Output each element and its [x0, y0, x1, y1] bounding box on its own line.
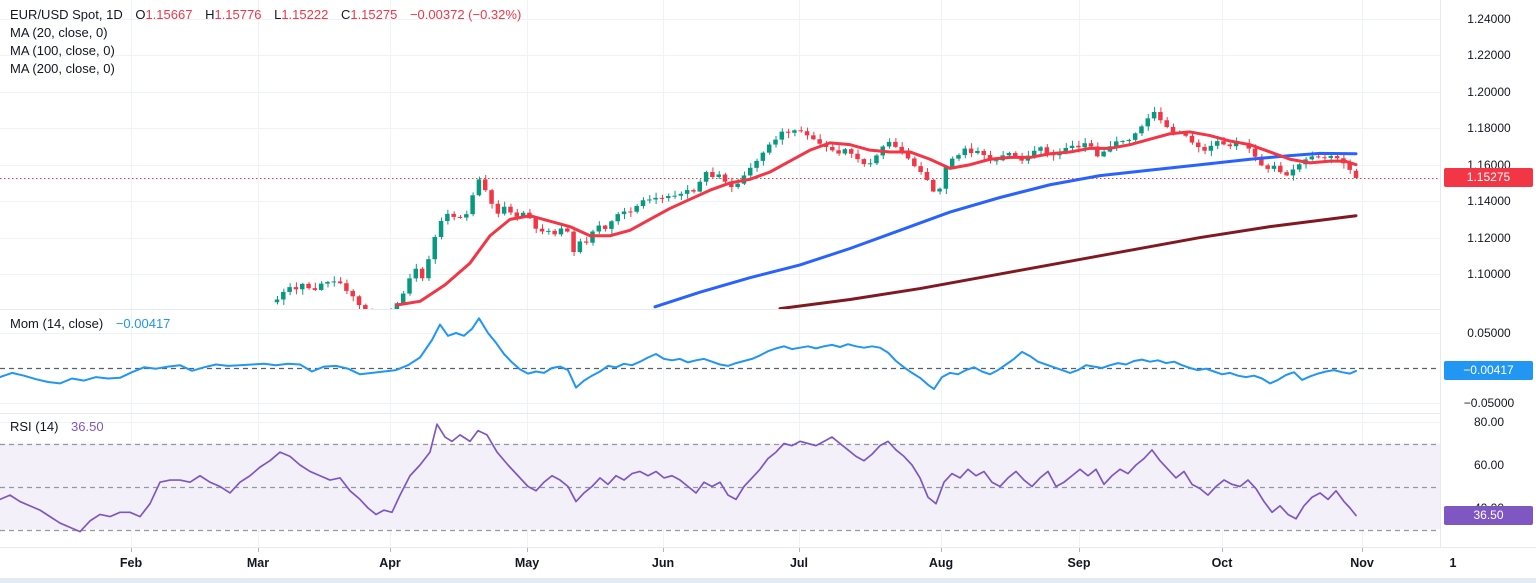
- momentum-label: Mom (14, close): [10, 316, 104, 331]
- time-axis-tick: [663, 548, 664, 552]
- month-label: Jul: [789, 556, 809, 570]
- price-scale-tick: 1.16000: [1467, 157, 1511, 172]
- time-axis-tick: [131, 548, 132, 552]
- ma200-legend[interactable]: MA (200, close, 0): [10, 61, 115, 76]
- mom-scale-tick: −0.05000: [1463, 396, 1515, 410]
- close-value: 1.15275: [350, 7, 398, 22]
- price-scale-tick: 1.18000: [1467, 121, 1511, 136]
- price-legend: EUR/USD Spot, 1D O1.15667 H1.15776 L1.15…: [10, 6, 521, 78]
- price-scale-tick: 1.14000: [1467, 194, 1511, 209]
- price-scale-tick: 1.10000: [1467, 267, 1511, 281]
- price-scale-tick: 1.22000: [1467, 48, 1511, 63]
- price-scale-tick: 1.24000: [1467, 12, 1511, 26]
- momentum-legend[interactable]: Mom (14, close) −0.00417: [10, 315, 170, 333]
- low-value: 1.15222: [281, 7, 329, 22]
- rsi-value: 36.50: [71, 419, 104, 434]
- rsi-legend[interactable]: RSI (14) 36.50: [10, 418, 104, 436]
- rsi-panel: RSI (14) 36.50: [0, 414, 1440, 547]
- date-label: 1: [1449, 556, 1457, 570]
- month-label: Mar: [246, 556, 270, 570]
- time-axis[interactable]: Feb Mar Apr May Jun Jul Aug Sep Oct Nov 1: [0, 547, 1536, 579]
- price-scale[interactable]: 1.15275 −0.00417 36.50 1.24000 1.22000 1.2…: [1440, 0, 1536, 547]
- month-label: Feb: [119, 556, 143, 570]
- rsi-label: RSI (14): [10, 419, 59, 434]
- close-label: C: [340, 7, 351, 22]
- month-label: Aug: [928, 556, 954, 570]
- rsi-chart-canvas[interactable]: [0, 414, 1440, 547]
- bottom-edge-strip: [0, 578, 1536, 583]
- low-label: L: [274, 7, 282, 22]
- open-label: O: [135, 7, 146, 22]
- momentum-badge: −0.00417: [1444, 361, 1533, 381]
- momentum-panel: Mom (14, close) −0.00417: [0, 310, 1440, 413]
- month-label: Nov: [1350, 556, 1374, 570]
- time-axis-tick: [1222, 548, 1223, 552]
- rsi-scale-tick: 60.00: [1473, 458, 1505, 472]
- time-axis-tick: [1079, 548, 1080, 552]
- symbol-legend-row[interactable]: EUR/USD Spot, 1D O1.15667 H1.15776 L1.15…: [10, 6, 521, 24]
- mom-scale-tick: 0.05000: [1467, 326, 1511, 340]
- month-label: Sep: [1067, 556, 1091, 570]
- open-value: 1.15667: [145, 7, 193, 22]
- month-label: Oct: [1211, 556, 1233, 570]
- change-value: −0.00372 (−0.32%): [409, 7, 522, 22]
- price-scale-tick: 1.20000: [1467, 84, 1511, 99]
- time-axis-tick: [258, 548, 259, 552]
- month-label: Apr: [379, 556, 401, 570]
- time-axis-tick: [527, 548, 528, 552]
- ma20-legend[interactable]: MA (20, close, 0): [10, 25, 108, 40]
- momentum-value: −0.00417: [115, 316, 171, 331]
- last-price-badge: 1.15275: [1444, 168, 1533, 188]
- panel-divider[interactable]: [0, 309, 1536, 310]
- rsi-scale-tick: 80.00: [1473, 415, 1505, 429]
- time-axis-tick: [799, 548, 800, 552]
- symbol-title: EUR/USD Spot, 1D: [10, 7, 123, 22]
- time-axis-tick: [1362, 548, 1363, 552]
- price-panel: EUR/USD Spot, 1D O1.15667 H1.15776 L1.15…: [0, 0, 1440, 309]
- high-label: H: [205, 7, 215, 22]
- ma100-legend[interactable]: MA (100, close, 0): [10, 43, 115, 58]
- rsi-badge: 36.50: [1444, 506, 1533, 526]
- panel-divider[interactable]: [0, 413, 1536, 414]
- month-label: May: [514, 556, 540, 570]
- time-axis-tick: [390, 548, 391, 552]
- momentum-chart-canvas[interactable]: [0, 310, 1440, 413]
- time-axis-tick: [941, 548, 942, 552]
- month-label: Jun: [651, 556, 675, 570]
- price-scale-tick: 1.12000: [1467, 230, 1511, 245]
- high-value: 1.15776: [214, 7, 262, 22]
- price-chart-canvas[interactable]: [0, 0, 1440, 309]
